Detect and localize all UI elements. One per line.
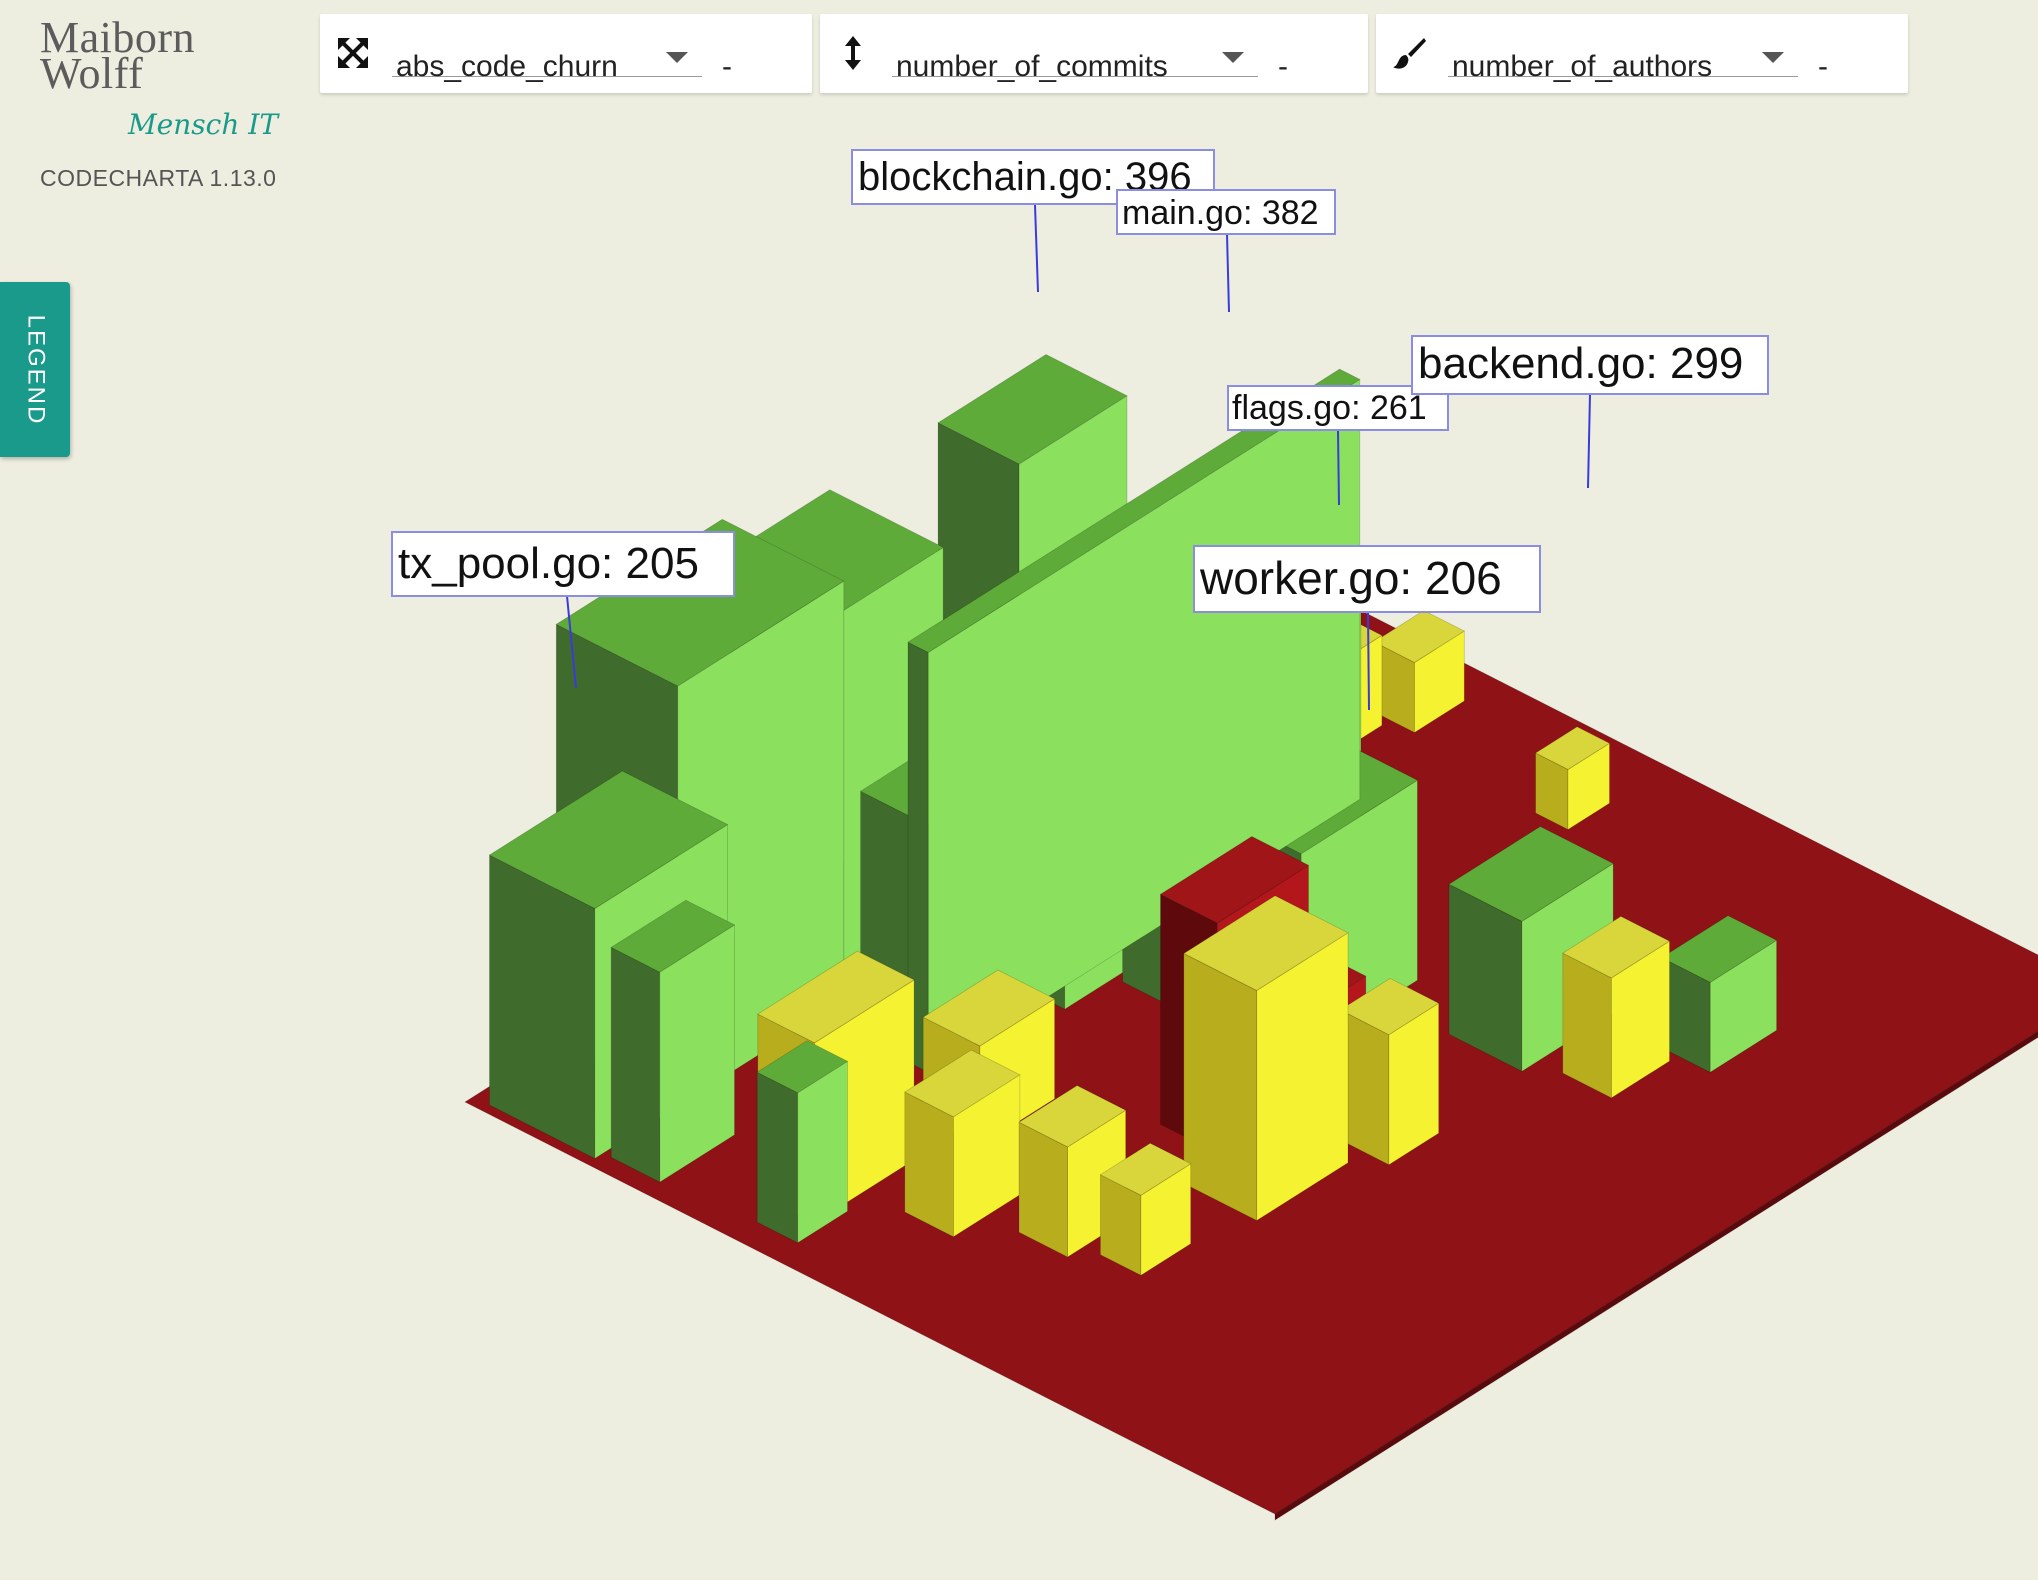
- area-metric-select[interactable]: abs_code_churn: [392, 28, 702, 83]
- building-labels: blockchain.go: 396 main.go: 382 flags.go…: [391, 149, 1769, 711]
- building-top-face: [1018, 1085, 1127, 1148]
- building-top-face: [1448, 826, 1615, 922]
- building-top-face: [1534, 726, 1611, 770]
- height-metric-value: number_of_commits: [896, 50, 1168, 83]
- building-left-face: [1562, 952, 1612, 1099]
- maibornwolff-logo: Maiborn Wolff Mensch IT: [40, 13, 300, 142]
- building-left-face: [610, 946, 661, 1183]
- chevron-down-icon: [1762, 52, 1784, 63]
- building[interactable]: [1373, 609, 1466, 734]
- building-top-face: [1159, 836, 1310, 924]
- label-worker-go-text: worker.go: 206: [1199, 552, 1502, 604]
- building[interactable]: [1182, 895, 1349, 1222]
- height-metric-delta: -: [1278, 50, 1288, 83]
- label-backend-go-text: backend.go: 299: [1418, 339, 1743, 388]
- height-metric-chooser: number_of_commits -: [820, 14, 1368, 93]
- building-top-face: [1182, 895, 1349, 991]
- building[interactable]: [1561, 915, 1671, 1099]
- label-tx-pool-go: tx_pool.go: 205: [391, 531, 735, 689]
- building-top-face: [1339, 977, 1440, 1036]
- building[interactable]: [756, 1040, 849, 1244]
- label-backend-go: backend.go: 299: [1411, 335, 1769, 489]
- area-metric-delta: -: [722, 50, 732, 83]
- legend-tab[interactable]: LEGEND: [0, 282, 70, 457]
- building-top-face: [756, 950, 915, 1044]
- logo-tagline: Mensch IT: [128, 108, 278, 141]
- building-top-face: [488, 770, 729, 909]
- app-version: CODECHARTA 1.13.0: [40, 165, 277, 191]
- label-worker-go: worker.go: 206: [1193, 545, 1541, 711]
- expand-arrows-icon: [338, 38, 368, 68]
- area-metric-chooser: abs_code_churn -: [320, 14, 812, 93]
- paint-brush-icon: [1393, 38, 1426, 69]
- building[interactable]: [610, 899, 736, 1183]
- label-flags-go-text: flags.go: 261: [1232, 389, 1427, 427]
- color-metric-select[interactable]: number_of_authors: [1448, 28, 1798, 83]
- building[interactable]: [1534, 726, 1611, 831]
- building-left-face: [904, 1091, 954, 1238]
- chevron-down-icon: [666, 52, 688, 63]
- building[interactable]: [903, 1049, 1021, 1238]
- area-metric-value: abs_code_churn: [396, 50, 618, 83]
- vertical-arrows-icon: [845, 36, 861, 70]
- building[interactable]: [1339, 977, 1440, 1166]
- building-top-face: [610, 899, 736, 973]
- building-top-face: [1099, 1142, 1192, 1196]
- building-top-face: [922, 969, 1056, 1047]
- label-tx-pool-go-text: tx_pool.go: 205: [398, 539, 699, 588]
- label-main-go-text: main.go: 382: [1122, 194, 1319, 232]
- building[interactable]: [1660, 915, 1778, 1074]
- color-metric-delta: -: [1818, 50, 1828, 83]
- color-metric-value: number_of_authors: [1452, 50, 1713, 83]
- building-top-face: [937, 354, 1128, 465]
- building-left-face: [756, 1071, 799, 1244]
- logo-line-2: Wolff: [40, 49, 144, 98]
- building-left-face: [1183, 952, 1258, 1222]
- logo-line-1: Maiborn: [40, 13, 196, 62]
- building-top-face: [1660, 915, 1778, 983]
- label-main-go: main.go: 382: [1116, 189, 1336, 313]
- building-top-face: [907, 368, 1361, 653]
- chevron-down-icon: [1222, 52, 1244, 63]
- floor-edge: [1274, 1030, 2038, 1521]
- color-metric-chooser: number_of_authors -: [1376, 14, 1908, 93]
- height-metric-select[interactable]: number_of_commits: [892, 28, 1258, 83]
- building-top-face: [1373, 609, 1466, 663]
- building[interactable]: [1099, 1142, 1192, 1277]
- building-top-face: [756, 1040, 849, 1094]
- building-top-face: [1561, 915, 1671, 979]
- building-top-face: [903, 1049, 1021, 1118]
